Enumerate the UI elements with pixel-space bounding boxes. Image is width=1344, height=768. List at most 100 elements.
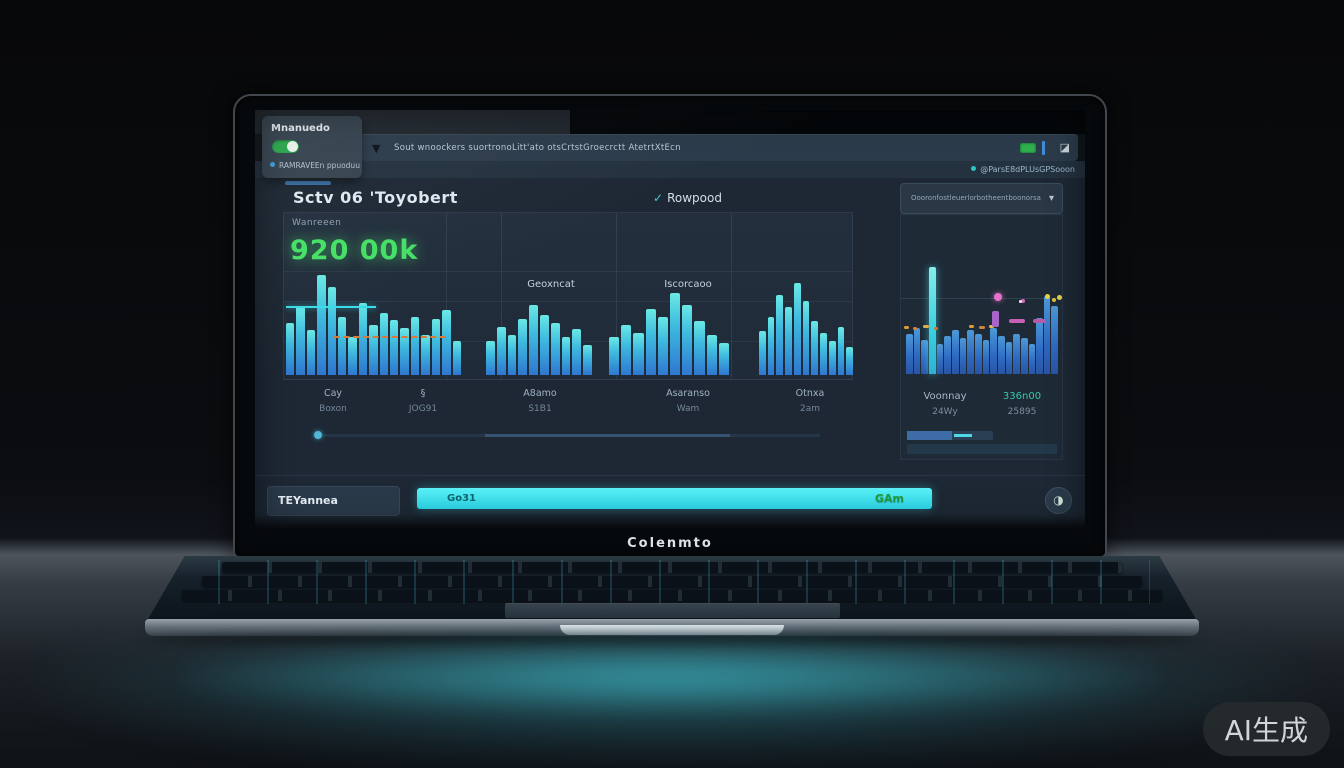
- window-icon[interactable]: ◪: [1059, 141, 1070, 154]
- dropdown-value: Oooronfostleuerlorbotheentboonorsa: [911, 194, 1041, 202]
- chart-bar: [550, 323, 560, 375]
- scatter-marker-icon: [904, 326, 909, 329]
- chart-bar: [974, 334, 982, 374]
- chart-bar: [518, 319, 528, 375]
- target-dashed-line: [334, 336, 446, 338]
- chart-bar: [286, 323, 295, 375]
- cursor-divider-icon: [1042, 141, 1045, 155]
- chart-bar: [583, 345, 592, 375]
- chart-bar: [621, 325, 632, 375]
- chart-bar: [657, 317, 669, 375]
- chart-bar: [785, 307, 792, 375]
- chart-bar: [529, 305, 538, 375]
- scrollbar-fill: [907, 431, 952, 440]
- threshold-line: [286, 306, 376, 308]
- filter-dropdown[interactable]: Oooronfostleuerlorbotheentboonorsa ▾: [900, 183, 1063, 214]
- green-status-icon[interactable]: [1020, 143, 1036, 153]
- refresh-link[interactable]: ✓ Rowpood: [653, 191, 722, 205]
- mini-scrollbar[interactable]: [907, 444, 1057, 454]
- panel-label: Voonnay 24Wy: [923, 391, 967, 417]
- white-marker-icon: [1019, 300, 1022, 303]
- chart-bar: [1020, 338, 1028, 374]
- scatter-marker-icon: [923, 325, 929, 328]
- circle-action-button[interactable]: ◑: [1045, 487, 1072, 514]
- keyboard-row: [202, 576, 1142, 587]
- scatter-marker-icon: [989, 325, 994, 328]
- mini-scrollbar[interactable]: [907, 431, 993, 440]
- gridline: [616, 213, 617, 379]
- gridline: [501, 213, 502, 379]
- pink-marker-icon: [994, 293, 1002, 301]
- chart-bar: [793, 283, 801, 375]
- gridline: [284, 301, 852, 302]
- axis-label: Otnxa 2am: [795, 388, 825, 414]
- chart-bar: [369, 325, 378, 375]
- axis-label: Cay Boxon: [319, 388, 347, 414]
- funnel-icon[interactable]: ▼: [372, 142, 381, 155]
- scrollbar-dash: [954, 434, 973, 437]
- chart-bar: [706, 335, 717, 375]
- chart-bar: [317, 275, 326, 375]
- chart-bar: [421, 335, 430, 375]
- active-tab-indicator: [285, 181, 331, 185]
- trackpad: [505, 603, 840, 618]
- card-title: Mnanuedo: [271, 123, 330, 134]
- search-text: Sout wnoockers suortronoLitt'ato otsCrts…: [394, 143, 681, 153]
- gridline: [446, 213, 447, 379]
- toggle-switch[interactable]: [272, 140, 299, 153]
- chart-bar: [296, 307, 305, 375]
- status-right: @ParsE8dPLUsGPSooon: [971, 161, 1075, 178]
- progress-label-left: Go31: [447, 493, 476, 504]
- chart-bar: [410, 317, 420, 375]
- scatter-marker-icon: [913, 327, 917, 330]
- gridline: [731, 213, 732, 379]
- chart-bar: [906, 334, 913, 374]
- chart-bar: [967, 330, 974, 374]
- slider-handle[interactable]: [314, 431, 322, 439]
- chart-bar: [431, 319, 441, 375]
- chart-bar: [837, 327, 845, 375]
- toggle-knob: [287, 141, 298, 152]
- axis-label: § JOG91: [408, 388, 438, 414]
- chart-bar: [306, 330, 316, 375]
- chart-bar: [327, 287, 337, 375]
- chart-bar: [645, 309, 656, 375]
- laptop-lid-notch: [560, 625, 784, 635]
- chart-bar: [496, 327, 506, 375]
- scatter-marker-icon: [979, 326, 985, 329]
- bottom-divider: [255, 475, 1085, 476]
- chart-bar: [997, 336, 1005, 374]
- teal-dot-icon: [971, 166, 977, 171]
- chart-bar: [1051, 306, 1059, 374]
- axis-label: A8amo S1B1: [523, 388, 557, 414]
- section-label: Geoxncat: [527, 279, 575, 290]
- panel-label: 336n00 25895: [1002, 391, 1042, 417]
- keyboard-backlight-glow: [200, 560, 1150, 604]
- bottom-left-button[interactable]: TEYannea: [267, 486, 400, 516]
- chart-bar: [572, 329, 582, 375]
- chart-bar: [633, 333, 644, 375]
- chart-bar: [1005, 342, 1013, 374]
- search-bar[interactable]: ▼ Sout wnoockers suortronoLitt'ato otsCr…: [360, 134, 1078, 161]
- chart-bar: [670, 293, 681, 375]
- chevron-down-icon: ▾: [1048, 193, 1054, 204]
- chart-bar: [759, 331, 766, 375]
- laptop-brand-label: Colenmto: [627, 536, 713, 551]
- floor-reflection-core: [180, 640, 1160, 712]
- chart-bar: [802, 301, 810, 375]
- pink-marker-icon: [1021, 299, 1025, 303]
- chart-bar: [982, 340, 990, 374]
- chart-bar: [913, 328, 921, 374]
- card-status: RAMRAVEEn ppuoduu: [270, 161, 360, 170]
- chart-bar: [944, 336, 951, 374]
- bar-group: [609, 263, 730, 375]
- status-subbar: @ParsE8dPLUsGPSooon: [255, 161, 1085, 178]
- chart-bar: [1028, 344, 1036, 374]
- progress-label-right: GAm: [874, 492, 904, 505]
- progress-bar[interactable]: Go31 GAm: [417, 488, 932, 509]
- timeline-slider[interactable]: [314, 431, 820, 439]
- chart-bar: [811, 321, 819, 375]
- keyboard-row: [182, 590, 1162, 601]
- pink-dash-icon: [1033, 319, 1046, 323]
